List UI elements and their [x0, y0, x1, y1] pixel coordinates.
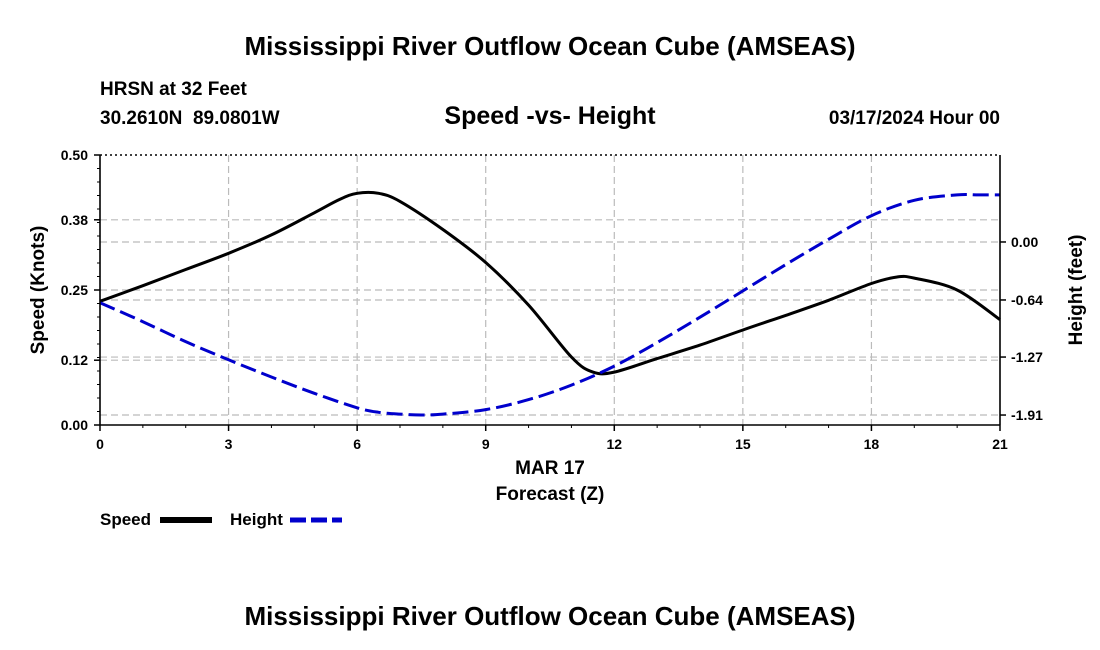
axes	[94, 154, 1006, 431]
chart-footer-title: Mississippi River Outflow Ocean Cube (AM…	[244, 601, 855, 631]
chart-subtitle: Speed -vs- Height	[444, 102, 656, 130]
y-tick-label: 0.25	[61, 282, 88, 298]
y-tick-label: 0.00	[61, 417, 88, 433]
grid-lines	[100, 155, 1000, 425]
x-date-label: MAR 17	[515, 458, 585, 479]
series-line-height	[99, 193, 1000, 417]
tick-labels: 0 3 6 9 12 15 18 21 0.00 0.12 0.25 0.38 0.50 0.00 -0.6…	[61, 147, 1043, 452]
y2-tick-label: 0.00	[1011, 234, 1038, 250]
series-layer	[99, 190, 1001, 417]
y-tick-label: 0.12	[61, 352, 88, 368]
y-axis-title-left: Speed (Knots)	[28, 226, 49, 355]
coordinates-label: 30.2610N 89.0801W	[100, 108, 280, 129]
x-tick-label: 21	[992, 436, 1008, 452]
x-tick-label: 9	[482, 436, 490, 452]
x-tick-label: 0	[96, 436, 104, 452]
x-tick-label: 12	[606, 436, 622, 452]
y-tick-label: 0.50	[61, 147, 88, 163]
series-line-speed	[99, 190, 1001, 376]
legend-label-height: Height	[230, 510, 283, 529]
x-tick-label: 6	[353, 436, 361, 452]
x-axis-title: Forecast (Z)	[496, 484, 605, 505]
legend-label-speed: Speed	[100, 510, 151, 529]
x-tick-label: 3	[225, 436, 233, 452]
forecast-datetime: 03/17/2024 Hour 00	[829, 108, 1000, 129]
legend: Speed Height	[100, 510, 342, 529]
y2-tick-label: -1.27	[1011, 349, 1043, 365]
chart-main-title: Mississippi River Outflow Ocean Cube (AM…	[244, 31, 855, 61]
y2-tick-label: -1.91	[1011, 407, 1043, 423]
station-label: HRSN at 32 Feet	[100, 79, 247, 100]
y-tick-label: 0.38	[61, 212, 88, 228]
x-tick-label: 15	[735, 436, 751, 452]
y-axis-title-right: Height (feet)	[1066, 235, 1087, 346]
x-tick-label: 18	[864, 436, 880, 452]
y2-tick-label: -0.64	[1011, 292, 1043, 308]
